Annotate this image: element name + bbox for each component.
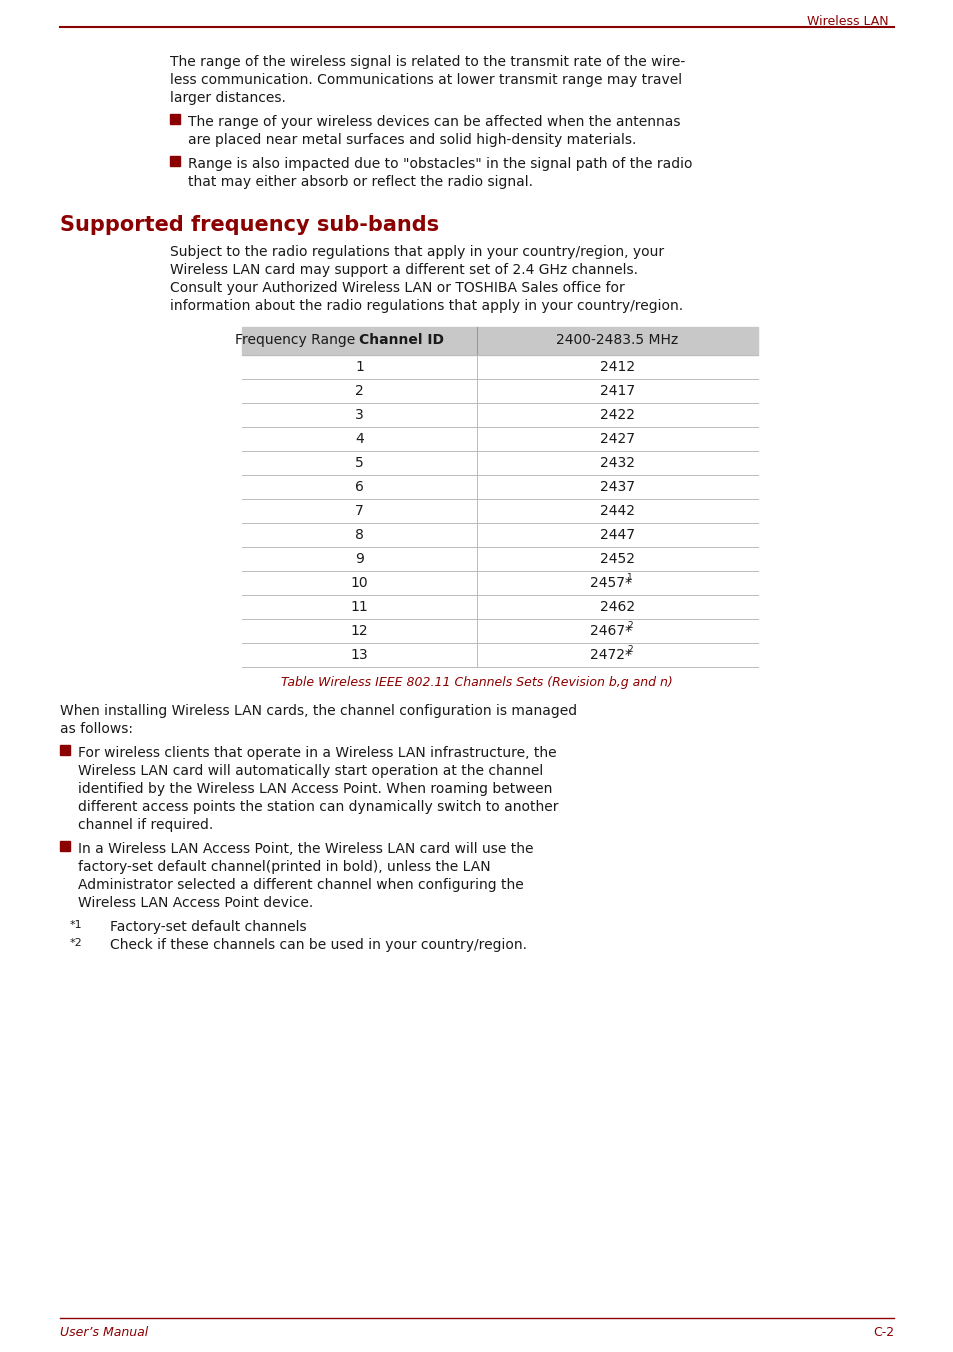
- Text: 11: 11: [350, 600, 368, 614]
- Text: information about the radio regulations that apply in your country/region.: information about the radio regulations …: [170, 299, 682, 314]
- Text: larger distances.: larger distances.: [170, 91, 286, 105]
- Bar: [242, 327, 758, 356]
- Text: *2: *2: [70, 938, 83, 948]
- Text: User’s Manual: User’s Manual: [60, 1326, 148, 1338]
- Text: identified by the Wireless LAN Access Point. When roaming between: identified by the Wireless LAN Access Po…: [78, 781, 552, 796]
- Text: Supported frequency sub-bands: Supported frequency sub-bands: [60, 215, 438, 235]
- Text: Check if these channels can be used in your country/region.: Check if these channels can be used in y…: [110, 938, 526, 952]
- Text: Wireless LAN: Wireless LAN: [806, 15, 888, 28]
- Text: 5: 5: [355, 456, 363, 470]
- Text: Frequency Range: Frequency Range: [234, 333, 359, 347]
- Text: 2452: 2452: [599, 552, 635, 566]
- Text: Wireless LAN card will automatically start operation at the channel: Wireless LAN card will automatically sta…: [78, 764, 542, 777]
- Text: are placed near metal surfaces and solid high-density materials.: are placed near metal surfaces and solid…: [188, 132, 636, 147]
- Text: Wireless LAN card may support a different set of 2.4 GHz channels.: Wireless LAN card may support a differen…: [170, 264, 638, 277]
- Text: When installing Wireless LAN cards, the channel configuration is managed: When installing Wireless LAN cards, the …: [60, 704, 577, 718]
- Bar: [170, 114, 180, 124]
- Text: In a Wireless LAN Access Point, the Wireless LAN card will use the: In a Wireless LAN Access Point, the Wire…: [78, 842, 533, 856]
- Text: The range of your wireless devices can be affected when the antennas: The range of your wireless devices can b…: [188, 115, 679, 128]
- Text: 9: 9: [355, 552, 363, 566]
- Text: 2462: 2462: [599, 600, 635, 614]
- Bar: [170, 155, 180, 166]
- Text: 10: 10: [350, 576, 368, 589]
- Text: 2427: 2427: [599, 433, 635, 446]
- Text: channel if required.: channel if required.: [78, 818, 213, 831]
- Text: 1: 1: [355, 360, 363, 375]
- Text: 2400-2483.5 MHz: 2400-2483.5 MHz: [556, 333, 678, 347]
- Text: 2: 2: [626, 645, 632, 654]
- Text: 2432: 2432: [599, 456, 635, 470]
- Text: 4: 4: [355, 433, 363, 446]
- Bar: [60, 841, 70, 850]
- Text: 12: 12: [350, 625, 368, 638]
- Text: 13: 13: [350, 648, 368, 662]
- Text: 2442: 2442: [599, 504, 635, 518]
- Text: For wireless clients that operate in a Wireless LAN infrastructure, the: For wireless clients that operate in a W…: [78, 746, 556, 760]
- Text: Factory-set default channels: Factory-set default channels: [110, 919, 306, 934]
- Text: C-2: C-2: [872, 1326, 893, 1338]
- Text: Consult your Authorized Wireless LAN or TOSHIBA Sales office for: Consult your Authorized Wireless LAN or …: [170, 281, 624, 295]
- Text: 8: 8: [355, 529, 363, 542]
- Text: Range is also impacted due to "obstacles" in the signal path of the radio: Range is also impacted due to "obstacles…: [188, 157, 692, 170]
- Bar: [60, 745, 70, 754]
- Text: less communication. Communications at lower transmit range may travel: less communication. Communications at lo…: [170, 73, 681, 87]
- Text: Channel ID: Channel ID: [359, 333, 444, 347]
- Text: *1: *1: [70, 919, 83, 930]
- Text: as follows:: as follows:: [60, 722, 132, 735]
- Text: 1: 1: [626, 573, 632, 583]
- Text: different access points the station can dynamically switch to another: different access points the station can …: [78, 800, 558, 814]
- Text: that may either absorb or reflect the radio signal.: that may either absorb or reflect the ra…: [188, 174, 533, 189]
- Text: 7: 7: [355, 504, 363, 518]
- Text: 2437: 2437: [599, 480, 635, 493]
- Text: Administrator selected a different channel when configuring the: Administrator selected a different chann…: [78, 877, 523, 892]
- Text: factory-set default channel(printed in bold), unless the LAN: factory-set default channel(printed in b…: [78, 860, 490, 873]
- Text: 2467*: 2467*: [590, 625, 632, 638]
- Text: The range of the wireless signal is related to the transmit rate of the wire-: The range of the wireless signal is rela…: [170, 55, 684, 69]
- Text: 2: 2: [626, 622, 632, 630]
- Text: 6: 6: [355, 480, 363, 493]
- Text: 2447: 2447: [599, 529, 635, 542]
- Text: 3: 3: [355, 408, 363, 422]
- Text: 2422: 2422: [599, 408, 635, 422]
- Text: 2: 2: [355, 384, 363, 397]
- Text: Subject to the radio regulations that apply in your country/region, your: Subject to the radio regulations that ap…: [170, 245, 663, 260]
- Text: 2417: 2417: [599, 384, 635, 397]
- Text: 2472*: 2472*: [590, 648, 632, 662]
- Text: Wireless LAN Access Point device.: Wireless LAN Access Point device.: [78, 896, 313, 910]
- Text: 2412: 2412: [599, 360, 635, 375]
- Text: Table Wireless IEEE 802.11 Channels Sets (Revision b,g and n): Table Wireless IEEE 802.11 Channels Sets…: [281, 676, 672, 690]
- Text: 2457*: 2457*: [590, 576, 632, 589]
